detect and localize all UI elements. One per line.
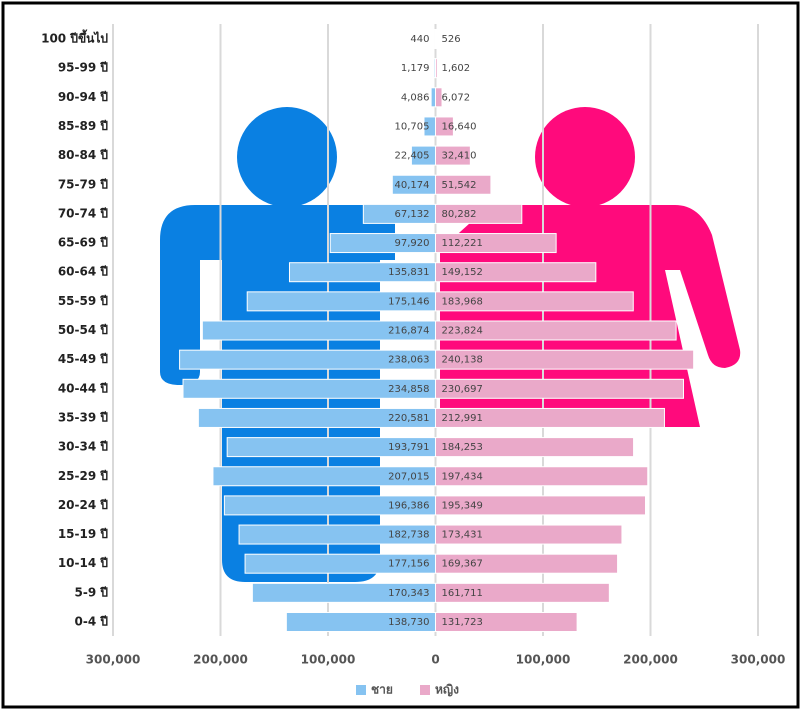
category-label: 45-49 ปี <box>58 352 109 366</box>
x-tick-label: 100,000 <box>301 653 356 667</box>
bar <box>431 88 435 107</box>
value-label: 40,174 <box>395 180 430 191</box>
bar <box>436 59 438 78</box>
x-tick-label: 0 <box>431 653 439 667</box>
category-label: 65-69 ปี <box>58 236 109 250</box>
value-label: 183,968 <box>442 296 483 307</box>
chart: 300,000 200,000 100,000 0 100,000 200,000 300,… <box>0 0 802 711</box>
value-label: 138,730 <box>388 617 429 628</box>
category-label: 70-74 ปี <box>58 206 109 220</box>
category-label: 15-19 ปี <box>58 527 109 541</box>
legend-swatch <box>356 685 366 695</box>
category-label: 60-64 ปี <box>58 265 109 279</box>
category-label: 25-29 ปี <box>58 469 109 483</box>
value-label: 22,405 <box>395 151 430 162</box>
category-label: 75-79 ปี <box>58 177 109 191</box>
value-label: 223,824 <box>442 326 483 337</box>
value-label: 32,410 <box>442 151 477 162</box>
value-label: 97,920 <box>395 238 430 249</box>
value-label: 51,542 <box>442 180 477 191</box>
value-label: 135,831 <box>388 267 429 278</box>
category-label: 50-54 ปี <box>58 323 109 337</box>
value-label: 169,367 <box>442 559 483 570</box>
value-label: 230,697 <box>442 384 483 395</box>
value-label: 182,738 <box>388 530 429 541</box>
value-label: 193,791 <box>388 442 429 453</box>
category-label: 5-9 ปี <box>75 585 109 599</box>
x-tick-label: 200,000 <box>193 653 248 667</box>
value-label: 80,282 <box>442 209 477 220</box>
value-label: 212,991 <box>442 413 483 424</box>
category-label: 95-99 ปี <box>58 61 109 75</box>
category-label: 90-94 ปี <box>58 90 109 104</box>
legend-swatch <box>420 685 430 695</box>
value-label: 526 <box>442 34 461 45</box>
x-tick-label: 200,000 <box>623 653 678 667</box>
category-label: 20-24 ปี <box>58 498 109 512</box>
value-label: 216,874 <box>388 326 429 337</box>
value-label: 175,146 <box>388 296 429 307</box>
bar <box>436 30 437 49</box>
value-label: 170,343 <box>388 588 429 599</box>
value-label: 177,156 <box>388 559 429 570</box>
x-tick-label: 300,000 <box>86 653 141 667</box>
value-label: 234,858 <box>388 384 429 395</box>
value-label: 220,581 <box>388 413 429 424</box>
value-label: 1,179 <box>401 63 430 74</box>
value-label: 195,349 <box>442 500 483 511</box>
value-label: 6,072 <box>442 92 471 103</box>
value-label: 4,086 <box>401 92 430 103</box>
value-label: 440 <box>410 34 429 45</box>
value-label: 173,431 <box>442 530 483 541</box>
legend-label: ชาย <box>371 683 393 697</box>
value-label: 112,221 <box>442 238 483 249</box>
value-label: 207,015 <box>388 471 429 482</box>
value-label: 149,152 <box>442 267 483 278</box>
value-label: 196,386 <box>388 500 429 511</box>
value-label: 1,602 <box>442 63 471 74</box>
value-label: 131,723 <box>442 617 483 628</box>
value-label: 197,434 <box>442 471 483 482</box>
category-label: 10-14 ปี <box>58 556 109 570</box>
category-label: 85-89 ปี <box>58 119 109 133</box>
category-label: 40-44 ปี <box>58 381 109 395</box>
category-label: 80-84 ปี <box>58 148 109 162</box>
category-label: 35-39 ปี <box>58 410 109 424</box>
x-tick-label: 100,000 <box>516 653 571 667</box>
x-tick-label: 300,000 <box>731 653 786 667</box>
value-label: 16,640 <box>442 121 477 132</box>
value-label: 184,253 <box>442 442 483 453</box>
category-label: 30-34 ปี <box>58 440 109 454</box>
value-label: 161,711 <box>442 588 483 599</box>
category-label: 100 ปีขึ้นไป <box>41 29 108 46</box>
legend-label: หญิง <box>435 683 459 697</box>
value-label: 67,132 <box>395 209 430 220</box>
value-label: 10,705 <box>395 121 430 132</box>
category-label: 55-59 ปี <box>58 294 109 308</box>
value-label: 238,063 <box>388 355 429 366</box>
value-label: 240,138 <box>442 355 483 366</box>
category-label: 0-4 ปี <box>75 615 109 629</box>
